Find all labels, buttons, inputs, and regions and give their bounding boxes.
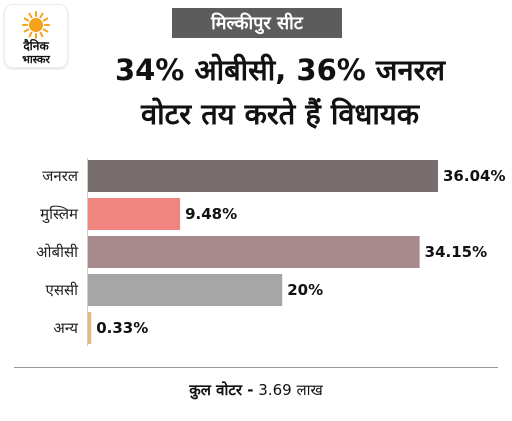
bar <box>88 198 181 230</box>
category-label: जनरल <box>42 167 79 185</box>
total-voters-label: कुल वोटर - <box>189 381 254 399</box>
dainik-bhaskar-logo: दैनिक भास्कर <box>4 4 68 68</box>
logo-line-1: दैनिक <box>22 39 49 53</box>
headline-line-1: 34% ओबीसी, 36% जनरल <box>114 53 446 87</box>
sun-ray <box>28 12 33 19</box>
sun-rays <box>22 11 50 39</box>
total-voters-footer: कुल वोटर - 3.69 लाख <box>0 380 512 400</box>
footer-divider <box>14 367 498 368</box>
bar <box>88 160 438 192</box>
voter-share-bar-chart: जनरल 36.04% मुस्लिम 9.48% ओबीसी 34.15% एससी 20%… <box>36 158 505 346</box>
bar <box>88 312 92 344</box>
bar-value-label: 0.33% <box>96 319 148 337</box>
seat-badge-text: मिल्कीपुर सीट <box>211 13 303 34</box>
headline: 34% ओबीसी, 36% जनरल वोटर तय करते हैं विध… <box>60 48 500 136</box>
bar-value-label: 34.15% <box>425 243 487 261</box>
sun-ray <box>39 12 44 19</box>
bar <box>88 236 420 268</box>
bar-value-label: 36.04% <box>443 167 505 185</box>
seat-badge: मिल्कीपुर सीट <box>172 8 342 38</box>
category-label: एससी <box>46 281 80 299</box>
logo-line-2: भास्कर <box>22 53 50 66</box>
category-label: ओबीसी <box>36 243 79 261</box>
category-label: मुस्लिम <box>40 205 79 224</box>
category-label: अन्य <box>53 319 78 337</box>
sun-ray <box>39 31 44 38</box>
bar-value-label: 20% <box>287 281 323 299</box>
bar-value-label: 9.48% <box>185 205 237 223</box>
sun-ray <box>23 17 30 22</box>
headline-line-2: वोटर तय करते हैं विधायक <box>141 97 419 131</box>
sun-ray <box>42 17 49 22</box>
bar <box>88 274 283 306</box>
sun-ray <box>28 31 33 38</box>
sun-core <box>29 18 43 32</box>
sun-ray <box>23 28 30 33</box>
sun-ray <box>42 28 49 33</box>
sun-logo-icon: दैनिक भास्कर <box>22 11 50 66</box>
total-voters-value: 3.69 लाख <box>258 381 323 399</box>
